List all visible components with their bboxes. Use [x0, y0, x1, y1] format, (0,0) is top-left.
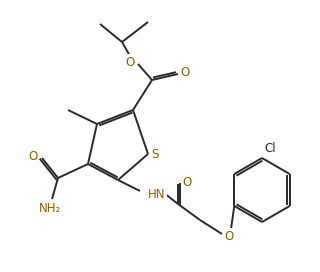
Text: HN: HN	[148, 187, 165, 200]
Text: O: O	[125, 55, 135, 69]
Text: O: O	[180, 66, 190, 79]
Text: S: S	[151, 147, 159, 160]
Text: NH₂: NH₂	[39, 202, 61, 215]
Text: Cl: Cl	[264, 141, 276, 154]
Text: O: O	[182, 177, 192, 190]
Text: O: O	[28, 150, 38, 163]
Text: O: O	[224, 230, 234, 243]
